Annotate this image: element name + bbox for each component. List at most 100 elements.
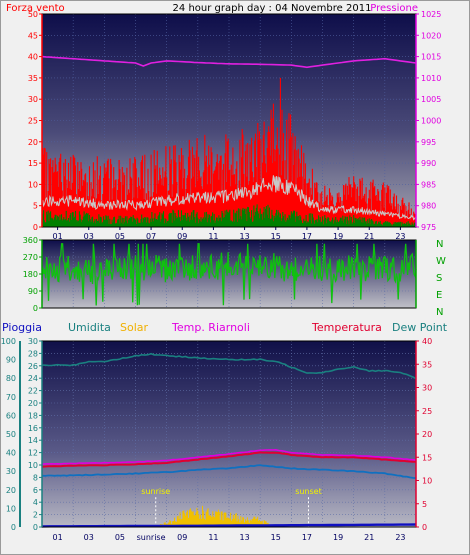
temp-x-tick: 23 [395, 533, 405, 542]
wind-x-tick: 11 [208, 232, 218, 241]
pressure-axis-title: Pressione [370, 3, 418, 14]
temp-x-tick: 09 [177, 533, 187, 542]
legend-rain: Pioggia [2, 321, 42, 334]
humidity-y-tick: 20 [6, 486, 16, 495]
rain-y-tick: 10 [28, 461, 38, 470]
rain-y-tick: 30 [28, 337, 38, 346]
compass-label: E [436, 290, 442, 301]
humidity-y-tick: 10 [6, 504, 16, 513]
rain-y-tick: 14 [28, 436, 38, 445]
wind-x-tick: 21 [364, 232, 374, 241]
temperature-y-tick: 30 [422, 384, 432, 393]
rain-y-tick: 28 [28, 349, 38, 358]
temp-x-tick: 01 [52, 533, 62, 542]
pressure-y-tick: 1005 [421, 95, 441, 104]
rain-y-tick: 16 [28, 424, 38, 433]
wind-y-tick: 45 [28, 31, 38, 40]
direction-y-tick: 360 [23, 236, 38, 245]
temperature-y-tick: 0 [422, 523, 427, 532]
temperature-y-tick: 20 [422, 430, 432, 439]
temperature-y-tick: 35 [422, 360, 432, 369]
direction-y-tick: 90 [28, 287, 38, 296]
wind-y-tick: 30 [28, 95, 38, 104]
pressure-y-tick: 1010 [421, 74, 441, 83]
rain-y-tick: 26 [28, 362, 38, 371]
temp-x-tick: 19 [333, 533, 343, 542]
temp-x-tick: 11 [208, 533, 218, 542]
temp-x-tick: 03 [84, 533, 94, 542]
pressure-y-tick: 1025 [421, 10, 441, 19]
wind-y-tick: 25 [28, 117, 38, 126]
wind-x-tick: 17 [302, 232, 312, 241]
wind-x-tick: 07 [146, 232, 156, 241]
humidity-y-tick: 60 [6, 411, 16, 420]
legend-dew-point: Dew Point [392, 321, 448, 334]
wind-y-tick: 35 [28, 74, 38, 83]
humidity-y-tick: 90 [6, 356, 16, 365]
wind-x-tick: 09 [177, 232, 187, 241]
wind-y-tick: 20 [28, 138, 38, 147]
temperature-series [41, 451, 416, 468]
wind-x-tick: 23 [395, 232, 405, 241]
dew-point-series [41, 464, 417, 480]
wind-x-tick: 15 [271, 232, 281, 241]
wind-panel-axes: 0510152025303540455097598098599099510001… [28, 10, 442, 241]
wind-x-tick: 01 [52, 232, 62, 241]
temperature-y-tick: 15 [422, 453, 432, 462]
apparent-temp-series [41, 448, 417, 466]
sunrise-label: sunrise [141, 487, 170, 496]
pressure-series [41, 55, 417, 69]
humidity-y-tick: 80 [6, 374, 16, 383]
temp-panel-axes: 0102030405060708090100024681012141618202… [1, 337, 432, 542]
temp-panel-data: sunrise sunset [41, 352, 417, 528]
direction-y-tick: 270 [23, 253, 38, 262]
rain-series [41, 523, 417, 528]
wind-y-tick: 0 [33, 223, 38, 232]
wind-x-tick: 05 [115, 232, 125, 241]
rain-y-tick: 12 [28, 449, 38, 458]
temperature-y-tick: 40 [422, 337, 432, 346]
pressure-y-tick: 980 [421, 202, 436, 211]
humidity-y-tick: 100 [1, 337, 16, 346]
rain-y-tick: 6 [33, 486, 38, 495]
humidity-series [41, 352, 417, 380]
wind-direction-series [41, 243, 417, 306]
rain-y-tick: 18 [28, 411, 38, 420]
rain-y-tick: 8 [33, 473, 38, 482]
pressure-y-tick: 995 [421, 138, 436, 147]
temperature-y-tick: 5 [422, 500, 427, 509]
rain-y-tick: 0 [33, 523, 38, 532]
compass-label: S [436, 273, 442, 284]
humidity-y-tick: 40 [6, 449, 16, 458]
wind-average-series [41, 175, 416, 221]
direction-y-tick: 0 [33, 304, 38, 313]
wind-axis-title: Forza vento [6, 3, 65, 14]
direction-panel-data [41, 243, 417, 306]
wind-y-tick: 15 [28, 159, 38, 168]
direction-y-tick: 180 [23, 270, 38, 279]
pressure-y-tick: 1015 [421, 53, 441, 62]
temp-x-tick: 13 [239, 533, 249, 542]
humidity-y-tick: 30 [6, 467, 16, 476]
legend-humidity: Umidita [68, 321, 111, 334]
compass-label: N [436, 239, 443, 250]
wind-x-tick: 03 [84, 232, 94, 241]
pressure-y-tick: 990 [421, 159, 436, 168]
wind-y-tick: 5 [33, 202, 38, 211]
temp-x-tick: 21 [364, 533, 374, 542]
rain-y-tick: 20 [28, 399, 38, 408]
chart-title: 24 hour graph day : 04 Novembre 2011 [173, 3, 372, 14]
legend: Pioggia Umidita Solar Temp. Riarnoli Tem… [2, 321, 448, 334]
humidity-y-tick: 50 [6, 430, 16, 439]
temperature-y-tick: 10 [422, 477, 432, 486]
pressure-y-tick: 1020 [421, 31, 441, 40]
temp-x-tick: 17 [302, 533, 312, 542]
rain-y-tick: 22 [28, 387, 38, 396]
pressure-y-tick: 975 [421, 223, 436, 232]
legend-solar: Solar [120, 321, 149, 334]
legend-temperature: Temperatura [311, 321, 382, 334]
wind-y-tick: 40 [28, 53, 38, 62]
rain-y-tick: 2 [33, 511, 38, 520]
